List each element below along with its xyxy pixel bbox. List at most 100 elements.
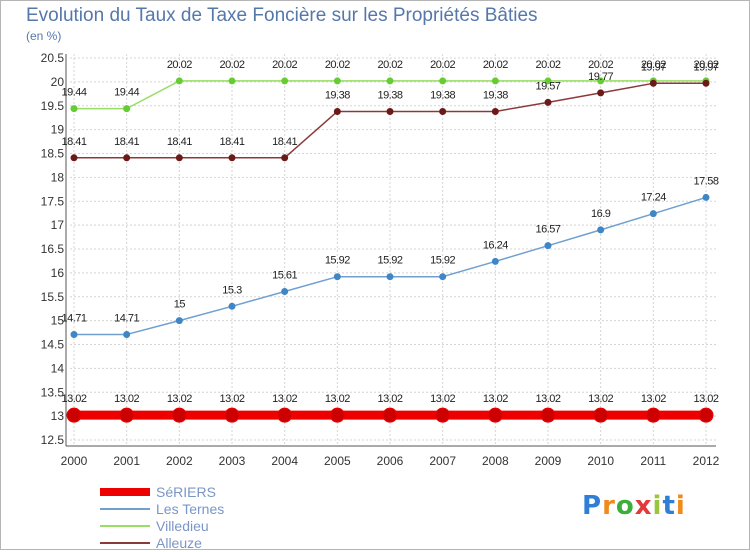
y-tick-label: 17.5 xyxy=(41,194,65,208)
data-point xyxy=(281,77,289,85)
data-label: 19.97 xyxy=(641,61,666,73)
data-point xyxy=(277,407,293,423)
data-label: 18.41 xyxy=(114,136,139,148)
data-point xyxy=(228,77,236,85)
logo-letter: P xyxy=(582,491,603,521)
data-point xyxy=(70,330,78,338)
data-label: 19.57 xyxy=(535,80,560,92)
data-point xyxy=(597,77,605,85)
data-label: 13.02 xyxy=(114,393,139,405)
x-tick-label: 2000 xyxy=(61,454,88,468)
data-label: 20.02 xyxy=(219,59,244,71)
x-tick-label: 2007 xyxy=(429,454,456,468)
data-point xyxy=(439,273,447,281)
data-label: 16.24 xyxy=(483,239,508,251)
data-point xyxy=(386,273,394,281)
y-tick-label: 18.5 xyxy=(41,147,65,161)
proxiti-logo: Proxiti xyxy=(582,491,686,521)
data-label: 15.92 xyxy=(430,255,455,267)
data-point xyxy=(175,77,183,85)
plot-area: 12.5 13 13.5 14 14.5 15 15.5 16 16.5 17 17.5 18 18.5… xyxy=(41,51,720,468)
y-tick-label: 14 xyxy=(51,361,65,375)
data-label: 13.02 xyxy=(377,393,402,405)
data-label: 13.02 xyxy=(167,393,192,405)
data-point xyxy=(228,302,236,310)
y-tick-label: 16 xyxy=(51,266,65,280)
y-tick-label: 19.5 xyxy=(41,99,65,113)
legend-swatch xyxy=(100,508,150,510)
x-tick-label: 2001 xyxy=(113,454,140,468)
data-point xyxy=(123,154,131,162)
logo-letter: i xyxy=(675,491,686,521)
legend-label: Alleuze xyxy=(156,535,202,551)
data-point xyxy=(439,77,447,85)
data-point xyxy=(487,407,503,423)
data-point xyxy=(702,79,710,87)
data-point xyxy=(544,98,552,106)
data-label: 18.41 xyxy=(272,136,297,148)
x-tick-label: 2010 xyxy=(587,454,614,468)
data-label: 19.44 xyxy=(61,87,86,99)
data-point xyxy=(175,317,183,325)
data-point xyxy=(649,79,657,87)
data-label: 20.02 xyxy=(377,59,402,71)
data-point xyxy=(645,407,661,423)
y-tick-label: 13.5 xyxy=(41,385,65,399)
data-point xyxy=(593,407,609,423)
data-point xyxy=(329,407,345,423)
data-point xyxy=(281,154,289,162)
series-layer xyxy=(66,77,714,423)
legend-swatch xyxy=(100,542,150,544)
data-label: 13.02 xyxy=(693,393,718,405)
data-label: 15.92 xyxy=(377,255,402,267)
grid-layer xyxy=(70,54,716,444)
logo-letter: o xyxy=(615,491,635,521)
data-point xyxy=(224,407,240,423)
data-point xyxy=(544,242,552,250)
data-label: 20.02 xyxy=(693,59,718,71)
chart-title: Evolution du Taux de Taxe Foncière sur l… xyxy=(26,5,538,26)
data-label: 13.02 xyxy=(325,393,350,405)
data-point xyxy=(171,407,187,423)
data-point xyxy=(123,105,131,113)
legend-label: Villedieu xyxy=(156,518,209,534)
data-label: 13.02 xyxy=(219,393,244,405)
y-tick-label: 15 xyxy=(51,314,65,328)
data-label: 15.92 xyxy=(325,255,350,267)
y-tick-label: 19 xyxy=(51,123,65,137)
x-tick-label: 2003 xyxy=(219,454,246,468)
y-tick-label: 20 xyxy=(51,75,65,89)
y-tick-label: 17 xyxy=(51,218,65,232)
data-point xyxy=(439,107,447,115)
data-label: 13.02 xyxy=(61,393,86,405)
data-point xyxy=(333,107,341,115)
data-label: 15.3 xyxy=(222,284,242,296)
chart-subtitle: (en %) xyxy=(26,29,62,43)
data-point xyxy=(281,287,289,295)
data-label: 16.57 xyxy=(535,224,560,236)
data-label: 16.9 xyxy=(591,208,611,220)
data-label: 17.58 xyxy=(693,175,718,187)
legend-label: Les Ternes xyxy=(156,501,225,517)
data-label: 20.02 xyxy=(430,59,455,71)
x-tick-label: 2006 xyxy=(377,454,404,468)
data-label: 20.02 xyxy=(272,59,297,71)
data-label: 13.02 xyxy=(641,393,666,405)
data-point xyxy=(544,77,552,85)
data-point xyxy=(386,77,394,85)
data-label: 19.38 xyxy=(325,89,350,101)
data-label: 20.02 xyxy=(167,59,192,71)
x-tick-label: 2011 xyxy=(640,454,666,468)
data-label: 13.02 xyxy=(272,393,297,405)
y-tick-label: 15.5 xyxy=(41,290,65,304)
data-point xyxy=(70,154,78,162)
data-label: 20.02 xyxy=(325,59,350,71)
data-point xyxy=(70,105,78,113)
data-point xyxy=(597,226,605,234)
data-point xyxy=(123,330,131,338)
data-point xyxy=(228,154,236,162)
data-label: 18.41 xyxy=(61,136,86,148)
legend-label: SéRIERS xyxy=(156,484,216,500)
data-label: 14.71 xyxy=(114,312,139,324)
axis-layer: 12.5 13 13.5 14 14.5 15 15.5 16 16.5 17 17.5 18 18.5… xyxy=(41,51,720,468)
